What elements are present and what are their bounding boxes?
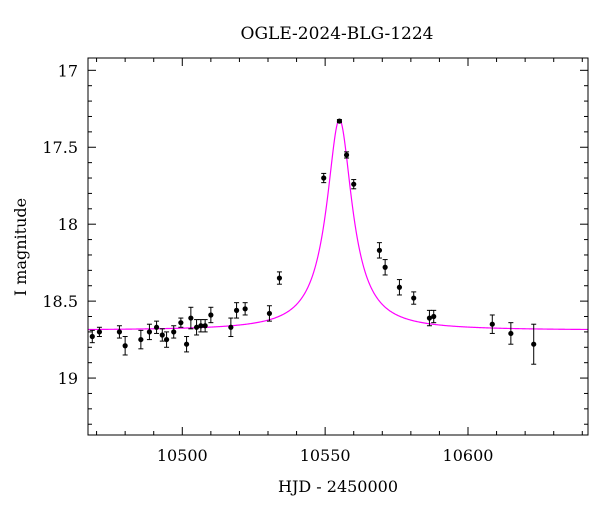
- data-marker: [116, 329, 123, 335]
- data-point: [343, 151, 350, 159]
- data-marker: [193, 324, 200, 330]
- data-marker: [396, 284, 403, 290]
- data-marker: [233, 307, 240, 313]
- x-axis-label: HJD - 2450000: [278, 477, 398, 496]
- data-marker: [531, 341, 537, 347]
- data-point: [202, 319, 208, 333]
- data-point: [188, 306, 194, 330]
- y-axis-ticks: 17 17.5 18 18.5 19: [42, 61, 588, 425]
- data-point: [266, 305, 273, 322]
- data-point: [351, 179, 357, 190]
- data-marker: [89, 333, 95, 340]
- data-marker: [382, 264, 388, 270]
- data-marker: [489, 321, 495, 327]
- data-marker: [146, 329, 153, 335]
- data-marker: [138, 336, 144, 343]
- data-point: [508, 322, 514, 345]
- data-point: [146, 323, 153, 341]
- data-marker: [242, 306, 248, 312]
- data-point: [96, 326, 103, 338]
- data-point: [138, 329, 144, 350]
- data-point: [396, 279, 403, 296]
- data-point: [89, 329, 95, 344]
- x-tick-label: 10500: [157, 446, 208, 465]
- x-tick-label: 10600: [443, 446, 494, 465]
- data-marker: [159, 332, 165, 338]
- data-point: [198, 319, 204, 333]
- data-point: [426, 309, 433, 327]
- data-point: [276, 271, 283, 285]
- y-axis-label: I magnitude: [11, 198, 30, 296]
- data-marker: [178, 320, 184, 326]
- data-marker: [153, 324, 160, 330]
- data-point: [171, 325, 177, 339]
- x-tick-label: 10550: [300, 446, 351, 465]
- data-marker: [122, 343, 128, 349]
- data-point: [376, 242, 383, 259]
- data-point: [159, 328, 165, 342]
- data-point: [228, 317, 234, 338]
- data-marker: [228, 324, 234, 330]
- data-marker: [208, 312, 214, 318]
- data-point: [208, 306, 214, 324]
- data-point: [183, 336, 190, 353]
- data-marker: [376, 247, 383, 253]
- plot-frame: [87, 57, 589, 436]
- data-point: [411, 291, 417, 305]
- data-point: [122, 336, 128, 356]
- data-point: [489, 314, 495, 334]
- data-marker: [266, 310, 273, 317]
- chart-title: OGLE-2024-BLG-1224: [241, 24, 434, 44]
- y-tick-label: 17: [58, 61, 78, 80]
- data-marker: [336, 118, 343, 124]
- x-axis-ticks: 10500 10550 10600: [96, 58, 583, 465]
- data-marker: [508, 330, 514, 337]
- data-point: [233, 302, 240, 319]
- data-point: [193, 319, 200, 336]
- data-point: [431, 309, 437, 324]
- data-points-layer: [89, 118, 537, 365]
- data-marker: [426, 315, 433, 321]
- data-point: [163, 331, 170, 348]
- data-marker: [198, 323, 204, 329]
- data-marker: [343, 152, 350, 158]
- data-point: [382, 259, 388, 276]
- data-marker: [96, 329, 103, 335]
- data-point: [531, 323, 537, 365]
- y-tick-label: 19: [58, 369, 78, 388]
- data-point: [153, 320, 160, 334]
- data-point: [178, 317, 184, 328]
- data-marker: [411, 295, 417, 301]
- data-marker: [188, 315, 194, 321]
- data-marker: [321, 175, 327, 181]
- y-tick-label: 18.5: [42, 292, 78, 311]
- data-marker: [163, 336, 170, 343]
- y-tick-label: 17.5: [42, 138, 78, 157]
- data-point: [242, 302, 248, 316]
- data-point: [116, 325, 123, 339]
- data-point: [336, 118, 343, 124]
- model-curve: [88, 118, 588, 331]
- data-marker: [351, 181, 357, 187]
- data-point: [321, 172, 327, 184]
- y-tick-label: 18: [58, 215, 78, 234]
- data-marker: [183, 341, 190, 347]
- data-marker: [276, 275, 283, 281]
- data-marker: [171, 329, 177, 335]
- data-marker: [202, 323, 208, 329]
- model-curve-layer: [88, 118, 588, 331]
- data-marker: [431, 313, 437, 320]
